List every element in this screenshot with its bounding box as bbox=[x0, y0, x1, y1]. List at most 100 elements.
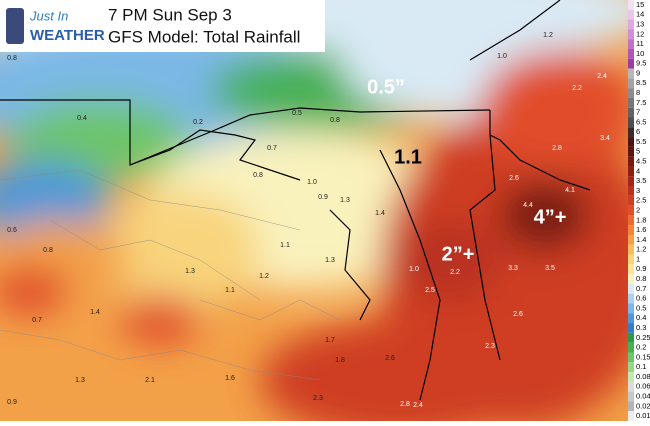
header-box bbox=[0, 0, 325, 52]
logo-bottom: WEATHER bbox=[30, 27, 105, 44]
legend-swatch bbox=[628, 166, 634, 177]
legend-label: 0.8 bbox=[636, 274, 646, 283]
map-value: 1.3 bbox=[75, 377, 85, 384]
legend-label: 0.04 bbox=[636, 392, 650, 401]
map-value: 2.2 bbox=[572, 85, 582, 92]
legend-label: 8.5 bbox=[636, 78, 646, 87]
legend-label: 3 bbox=[636, 186, 640, 195]
legend-swatch bbox=[628, 362, 634, 373]
legend-swatch bbox=[628, 107, 634, 118]
map-value: 1.2 bbox=[259, 273, 269, 280]
rain-annotation: 2”+ bbox=[442, 243, 475, 265]
legend-label: 5 bbox=[636, 147, 640, 156]
legend-swatch bbox=[628, 9, 634, 20]
map-value: 0.4 bbox=[77, 115, 87, 122]
map-time: 7 PM Sun Sep 3 bbox=[108, 5, 232, 24]
legend-swatch bbox=[628, 372, 634, 382]
legend-swatch bbox=[628, 274, 634, 284]
legend-label: 1.6 bbox=[636, 225, 646, 234]
legend-swatch bbox=[628, 342, 634, 353]
map-value: 0.8 bbox=[330, 117, 340, 124]
legend-label: 8 bbox=[636, 88, 640, 97]
legend-label: 12 bbox=[636, 29, 644, 38]
legend-swatch bbox=[628, 19, 634, 30]
legend-label: 9 bbox=[636, 68, 640, 77]
legend-label: 4.5 bbox=[636, 157, 646, 166]
map-value: 1.1 bbox=[225, 287, 235, 294]
map-value: 2.8 bbox=[552, 145, 562, 152]
legend-swatch bbox=[628, 137, 634, 147]
legend-swatch bbox=[628, 156, 634, 167]
legend-swatch bbox=[628, 234, 634, 245]
map-value: 4.1 bbox=[565, 187, 575, 194]
map-value: 1.3 bbox=[325, 257, 335, 264]
map-value: 0.8 bbox=[43, 247, 53, 254]
legend-swatch bbox=[628, 186, 634, 196]
map-value: 2.2 bbox=[450, 269, 460, 276]
map-value: 1.7 bbox=[325, 337, 335, 344]
map-title: GFS Model: Total Rainfall bbox=[108, 27, 300, 46]
legend-swatch bbox=[628, 117, 634, 128]
legend-swatch bbox=[628, 29, 634, 40]
map-value: 1.1 bbox=[280, 242, 290, 249]
legend-swatch bbox=[628, 176, 634, 187]
legend-swatch bbox=[628, 225, 634, 235]
map-value: 1.6 bbox=[225, 375, 235, 382]
legend-label: 0.6 bbox=[636, 294, 646, 303]
legend-label: 6 bbox=[636, 127, 640, 136]
legend-swatch bbox=[628, 48, 634, 59]
legend-label: 0.9 bbox=[636, 264, 646, 273]
map-value: 1.0 bbox=[307, 179, 317, 186]
legend-swatch bbox=[628, 215, 634, 226]
legend-swatch bbox=[628, 78, 634, 89]
map-value: 1.3 bbox=[185, 268, 195, 275]
logo-icon bbox=[6, 8, 24, 44]
legend-label: 15 bbox=[636, 0, 644, 9]
legend-swatch bbox=[628, 391, 634, 402]
legend-label: 11 bbox=[636, 39, 644, 48]
legend-swatch bbox=[628, 264, 634, 275]
legend-label: 0.15 bbox=[636, 352, 650, 361]
legend-label: 13 bbox=[636, 19, 644, 28]
legend-label: 4 bbox=[636, 166, 640, 175]
map-value: 0.6 bbox=[7, 227, 17, 234]
legend-label: 9.5 bbox=[636, 59, 646, 68]
legend-label: 0.25 bbox=[636, 333, 650, 342]
legend-swatch bbox=[628, 411, 634, 421]
legend-swatch bbox=[628, 332, 634, 343]
map-value: 0.7 bbox=[267, 145, 277, 152]
legend-swatch bbox=[628, 323, 634, 333]
legend-label: 3.5 bbox=[636, 176, 646, 185]
map-value: 2.3 bbox=[485, 343, 495, 350]
rain-annotation: 4”+ bbox=[534, 206, 567, 228]
legend-swatch bbox=[628, 352, 634, 363]
map-value: 1.2 bbox=[543, 32, 553, 39]
legend-label: 2 bbox=[636, 205, 640, 214]
legend-swatch bbox=[628, 381, 634, 392]
map-value: 2.4 bbox=[413, 402, 423, 409]
legend-swatch bbox=[628, 127, 634, 138]
annotations: 0.5” 1.1 2”+ 4”+ bbox=[367, 76, 566, 265]
legend-label: 0.4 bbox=[636, 313, 646, 322]
map-value: 1.8 bbox=[335, 357, 345, 364]
map-value: 0.9 bbox=[7, 399, 17, 406]
legend-swatch bbox=[628, 401, 634, 412]
legend-swatch bbox=[628, 313, 634, 324]
map-value: 2.6 bbox=[513, 311, 523, 318]
rain-annotation: 1.1 bbox=[394, 146, 422, 168]
map-value: 1.0 bbox=[409, 266, 419, 273]
legend-swatch bbox=[628, 283, 634, 294]
legend-swatch bbox=[628, 293, 634, 304]
legend-swatch bbox=[628, 205, 634, 216]
map-value: 2.6 bbox=[509, 175, 519, 182]
legend-swatch bbox=[628, 195, 634, 206]
legend-label: 1.8 bbox=[636, 215, 646, 224]
rain-annotation: 0.5” bbox=[367, 76, 405, 98]
map-value: 1.0 bbox=[497, 53, 507, 60]
map-value: 0.9 bbox=[318, 194, 328, 201]
legend-swatch bbox=[628, 303, 634, 314]
legend-label: 0.1 bbox=[636, 362, 646, 371]
map-value: 3.3 bbox=[508, 265, 518, 272]
